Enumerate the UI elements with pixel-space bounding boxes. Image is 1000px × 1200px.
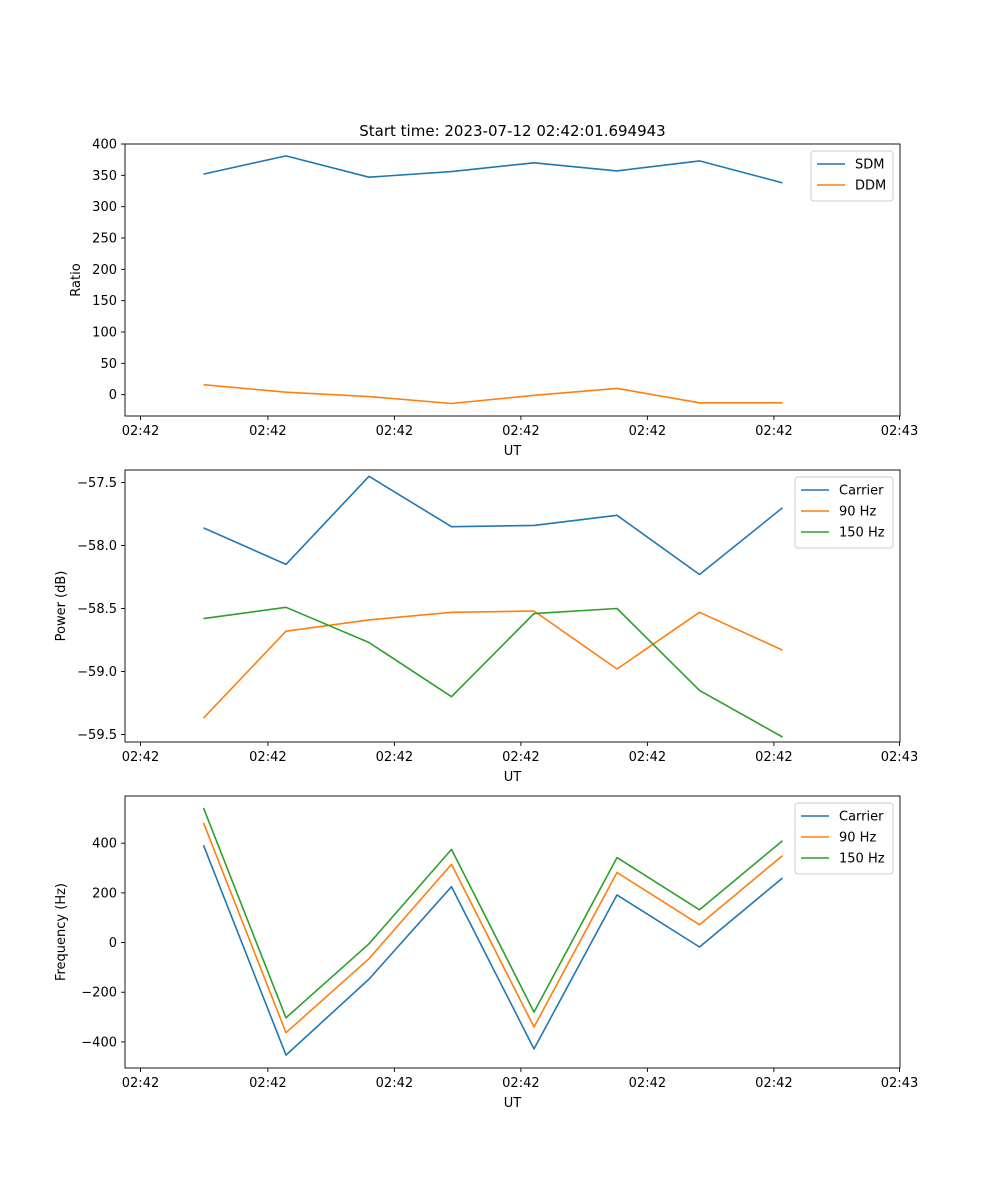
y-axis-label: Power (dB) — [54, 571, 69, 642]
x-tick-label: 02:42 — [755, 424, 792, 439]
x-tick-label: 02:42 — [502, 750, 539, 765]
x-tick-label: 02:43 — [881, 750, 918, 765]
series-line-150-hz — [202, 807, 784, 1019]
x-tick-label: 02:42 — [122, 1076, 159, 1091]
y-tick-label: 300 — [92, 200, 117, 215]
x-tick-label: 02:42 — [502, 1076, 539, 1091]
y-axis-label: Frequency (Hz) — [54, 883, 69, 981]
legend: SDM DDM — [810, 150, 894, 202]
y-tick-label: −400 — [81, 1035, 117, 1050]
y-tick-label: 250 — [92, 232, 117, 247]
x-tick-label: 02:42 — [629, 750, 666, 765]
series-line-carrier — [202, 844, 784, 1056]
y-tick-label: 100 — [92, 326, 117, 341]
legend: Carrier 90 Hz 150 Hz — [794, 476, 894, 549]
figure-title: Start time: 2023-07-12 02:42:01.694943 — [359, 122, 665, 140]
series-line-sdm — [203, 155, 783, 184]
subplot-2: 02:42 02:42 02:42 02:42 02:42 02:42 02:43 UT −59… — [54, 469, 918, 785]
y-tick-label: 200 — [92, 263, 117, 278]
x-tick-label: 02:42 — [376, 424, 413, 439]
x-tick-label: 02:42 — [249, 1076, 286, 1091]
legend-label: 90 Hz — [839, 505, 876, 520]
y-axis-label: Ratio — [69, 263, 84, 296]
x-tick-label: 02:42 — [502, 424, 539, 439]
subplot-3: 02:42 02:42 02:42 02:42 02:42 02:42 02:43 UT −40… — [54, 795, 918, 1111]
legend-label: Carrier — [839, 484, 884, 499]
x-tick-label: 02:42 — [249, 424, 286, 439]
x-tick-label: 02:42 — [249, 750, 286, 765]
x-axis-label: UT — [504, 444, 522, 459]
y-tick-label: −200 — [81, 986, 117, 1001]
y-tick-label: −58.5 — [77, 602, 117, 617]
series-line-carrier — [203, 475, 784, 576]
x-tick-label: 02:42 — [122, 424, 159, 439]
legend: Carrier 90 Hz 150 Hz — [794, 802, 894, 875]
series-line-90-hz — [202, 610, 783, 719]
x-tick-label: 02:42 — [376, 750, 413, 765]
axes-frame — [124, 143, 901, 417]
y-tick-label: 400 — [92, 138, 117, 153]
y-tick-label: 150 — [92, 294, 117, 309]
x-tick-label: 02:42 — [376, 1076, 413, 1091]
axes-frame — [124, 469, 901, 743]
y-tick-label: 400 — [92, 837, 117, 852]
legend-label: 150 Hz — [839, 852, 885, 867]
y-tick-label: −59.5 — [77, 728, 117, 743]
legend-label: DDM — [855, 179, 886, 194]
legend-frame — [794, 476, 894, 549]
x-tick-label: 02:43 — [881, 1076, 918, 1091]
y-tick-label: 0 — [109, 936, 117, 951]
legend-label: 90 Hz — [839, 831, 876, 846]
x-tick-label: 02:42 — [755, 1076, 792, 1091]
x-tick-label: 02:43 — [881, 424, 918, 439]
y-tick-label: 0 — [109, 388, 117, 403]
y-tick-label: −59.0 — [77, 665, 117, 680]
y-tick-label: 50 — [100, 357, 117, 372]
legend-label: Carrier — [839, 810, 884, 825]
legend-label: 150 Hz — [839, 526, 885, 541]
axes-frame — [124, 795, 901, 1069]
legend-frame — [794, 802, 894, 875]
subplot-1: 02:42 02:42 02:42 02:42 02:42 02:42 02:43 UT 0 50… — [69, 138, 918, 460]
x-tick-label: 02:42 — [629, 1076, 666, 1091]
x-tick-label: 02:42 — [122, 750, 159, 765]
y-tick-label: 200 — [92, 886, 117, 901]
y-tick-label: 350 — [92, 169, 117, 184]
series-line-150-hz — [203, 606, 783, 738]
x-tick-label: 02:42 — [629, 424, 666, 439]
x-axis-label: UT — [504, 1096, 522, 1111]
series-line-90-hz — [202, 822, 784, 1034]
y-tick-label: −58.0 — [77, 539, 117, 554]
y-tick-label: −57.5 — [77, 476, 117, 491]
x-axis-label: UT — [504, 770, 522, 785]
series-line-ddm — [203, 383, 783, 405]
legend-label: SDM — [855, 158, 884, 173]
x-tick-label: 02:42 — [755, 750, 792, 765]
